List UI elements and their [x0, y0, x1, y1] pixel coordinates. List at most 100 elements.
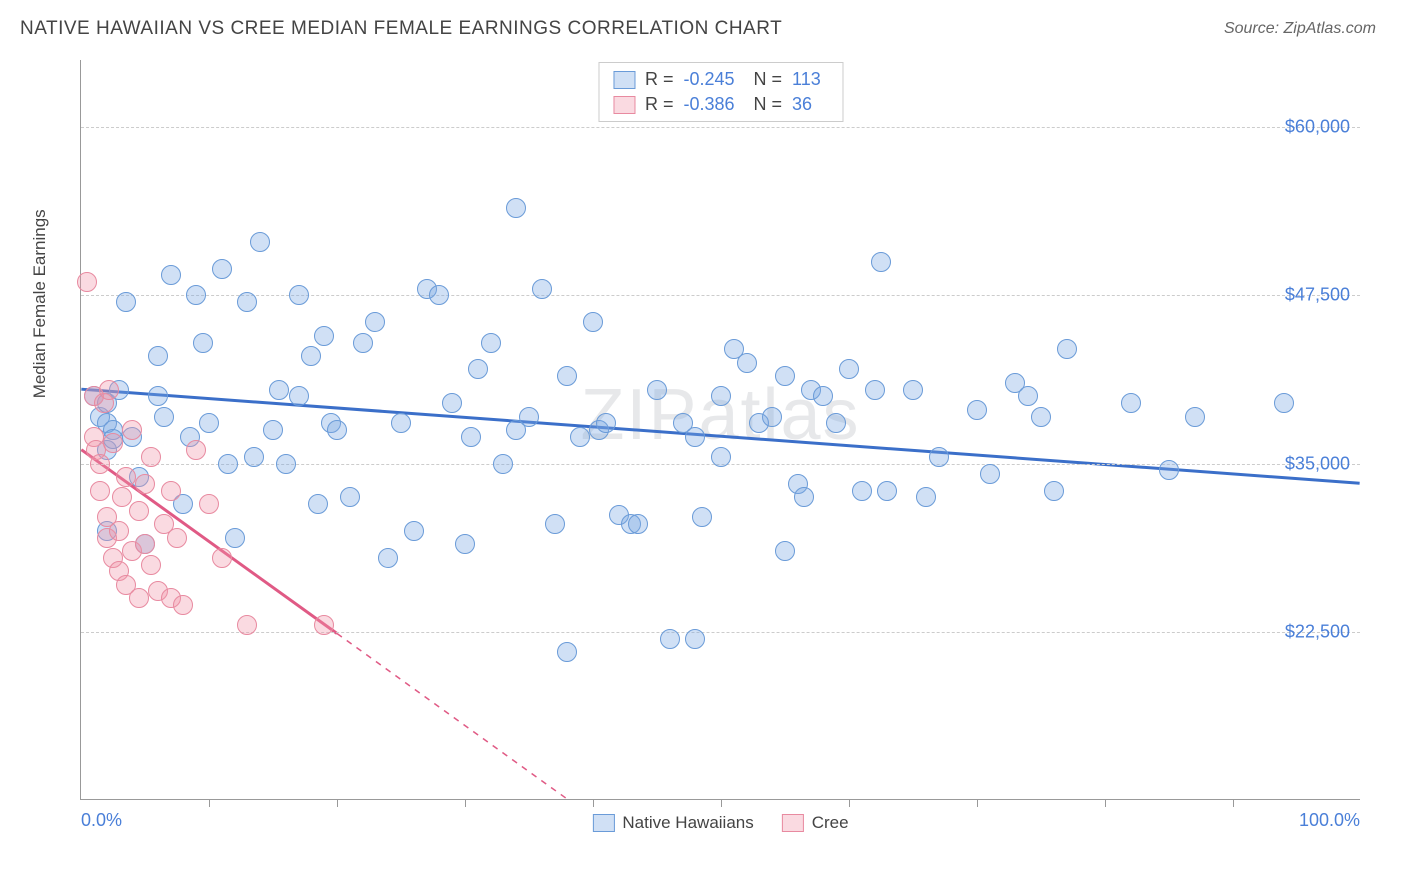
scatter-point: [199, 494, 219, 514]
scatter-point: [365, 312, 385, 332]
legend-item: Native Hawaiians: [592, 813, 753, 833]
scatter-point: [327, 420, 347, 440]
gridline: [81, 295, 1360, 296]
scatter-point: [481, 333, 501, 353]
scatter-point: [237, 292, 257, 312]
scatter-point: [314, 326, 334, 346]
n-label: N =: [754, 94, 783, 115]
r-label: R =: [645, 94, 674, 115]
scatter-point: [557, 642, 577, 662]
scatter-point: [301, 346, 321, 366]
scatter-point: [1159, 460, 1179, 480]
scatter-point: [711, 447, 731, 467]
scatter-point: [852, 481, 872, 501]
legend-item: Cree: [782, 813, 849, 833]
scatter-point: [775, 541, 795, 561]
scatter-point: [967, 400, 987, 420]
scatter-point: [1274, 393, 1294, 413]
scatter-point: [289, 386, 309, 406]
scatter-point: [135, 474, 155, 494]
x-tick: [209, 799, 210, 807]
y-tick-label: $47,500: [1285, 285, 1350, 306]
scatter-point: [225, 528, 245, 548]
scatter-point: [378, 548, 398, 568]
x-tick: [1233, 799, 1234, 807]
series-swatch: [613, 96, 635, 114]
scatter-point: [99, 380, 119, 400]
scatter-point: [468, 359, 488, 379]
n-label: N =: [754, 69, 783, 90]
scatter-point: [161, 265, 181, 285]
scatter-point: [685, 629, 705, 649]
scatter-point: [1018, 386, 1038, 406]
x-tick: [337, 799, 338, 807]
x-axis-label-end: 100.0%: [1299, 810, 1360, 831]
scatter-point: [141, 447, 161, 467]
scatter-point: [103, 433, 123, 453]
scatter-point: [244, 447, 264, 467]
scatter-point: [685, 427, 705, 447]
scatter-point: [391, 413, 411, 433]
scatter-point: [826, 413, 846, 433]
scatter-point: [692, 507, 712, 527]
x-tick: [977, 799, 978, 807]
scatter-point: [112, 487, 132, 507]
scatter-point: [903, 380, 923, 400]
scatter-point: [353, 333, 373, 353]
x-tick: [721, 799, 722, 807]
scatter-point: [647, 380, 667, 400]
scatter-point: [429, 285, 449, 305]
legend: Native Hawaiians Cree: [592, 813, 848, 833]
x-tick: [1105, 799, 1106, 807]
scatter-point: [276, 454, 296, 474]
scatter-point: [877, 481, 897, 501]
scatter-point: [212, 259, 232, 279]
scatter-point: [570, 427, 590, 447]
legend-swatch: [782, 814, 804, 832]
scatter-point: [122, 420, 142, 440]
scatter-point: [116, 467, 136, 487]
scatter-point: [737, 353, 757, 373]
r-value: -0.386: [684, 94, 744, 115]
scatter-point: [794, 487, 814, 507]
scatter-point: [493, 454, 513, 474]
scatter-point: [545, 514, 565, 534]
scatter-point: [628, 514, 648, 534]
scatter-point: [90, 454, 110, 474]
n-value: 36: [792, 94, 828, 115]
scatter-point: [116, 292, 136, 312]
scatter-point: [762, 407, 782, 427]
scatter-point: [109, 521, 129, 541]
stats-row: R = -0.245 N = 113: [613, 67, 828, 92]
x-tick: [465, 799, 466, 807]
gridline: [81, 127, 1360, 128]
scatter-point: [404, 521, 424, 541]
scatter-point: [129, 501, 149, 521]
scatter-point: [167, 528, 187, 548]
scatter-point: [813, 386, 833, 406]
scatter-point: [711, 386, 731, 406]
scatter-point: [1185, 407, 1205, 427]
y-tick-label: $60,000: [1285, 117, 1350, 138]
gridline: [81, 632, 1360, 633]
y-tick-label: $35,000: [1285, 453, 1350, 474]
scatter-point: [506, 198, 526, 218]
legend-label: Native Hawaiians: [622, 813, 753, 833]
plot-area: ZIPatlas R = -0.245 N = 113 R = -0.386 N…: [80, 60, 1360, 800]
scatter-point: [193, 333, 213, 353]
correlation-stats-box: R = -0.245 N = 113 R = -0.386 N = 36: [598, 62, 843, 122]
scatter-point: [532, 279, 552, 299]
scatter-point: [1057, 339, 1077, 359]
scatter-point: [141, 555, 161, 575]
scatter-point: [263, 420, 283, 440]
r-value: -0.245: [684, 69, 744, 90]
scatter-point: [596, 413, 616, 433]
r-label: R =: [645, 69, 674, 90]
scatter-point: [442, 393, 462, 413]
n-value: 113: [792, 69, 828, 90]
scatter-point: [77, 272, 97, 292]
scatter-point: [289, 285, 309, 305]
scatter-point: [308, 494, 328, 514]
legend-swatch: [592, 814, 614, 832]
scatter-point: [148, 346, 168, 366]
